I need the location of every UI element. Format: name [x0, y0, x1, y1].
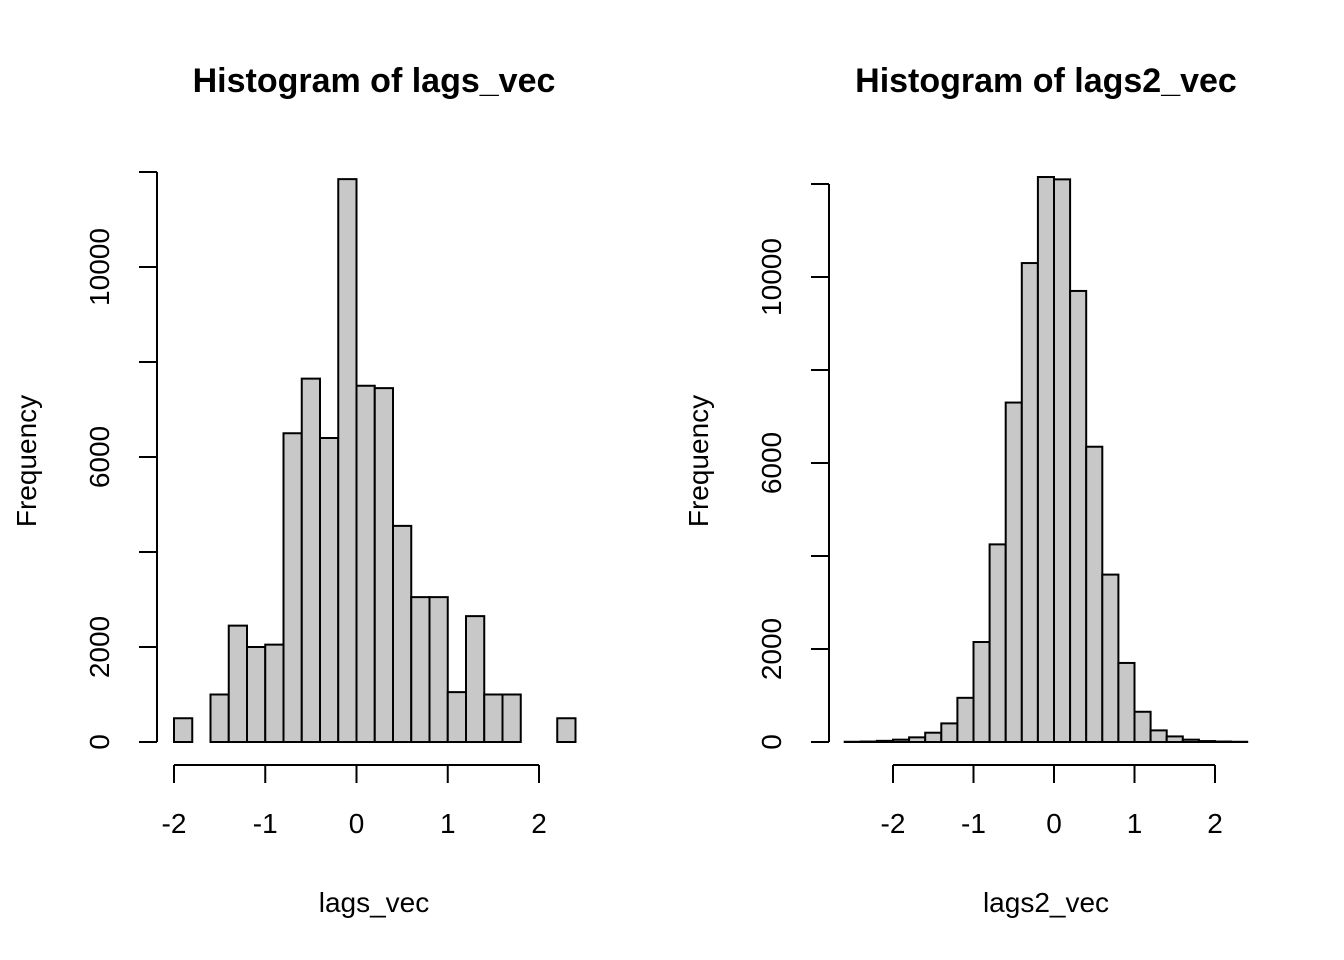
- histogram-bar: [556, 717, 577, 743]
- histogram-bar: [940, 722, 959, 744]
- histogram-panel-lags-vec: Histogram of lags_vec lags_vec Frequency…: [11, 62, 577, 918]
- x-tick-label: 1: [1127, 808, 1143, 839]
- histogram-bar: [908, 736, 927, 743]
- histogram-bar: [1020, 262, 1039, 743]
- histogram-bar: [972, 641, 991, 744]
- histogram-bar: [875, 739, 895, 744]
- histogram-bar: [173, 717, 194, 743]
- histogram-bar: [428, 596, 449, 744]
- y-tick-label: 2000: [84, 616, 115, 678]
- y-axis: 0 2000 6000 10000: [84, 171, 158, 750]
- histogram-bar: [483, 693, 504, 743]
- histogram-bar: [1085, 445, 1104, 743]
- histogram-bar: [410, 596, 431, 744]
- histogram-bar: [924, 731, 943, 744]
- histogram-bar: [956, 696, 975, 744]
- histogram-bar: [446, 691, 467, 744]
- histogram-bar: [209, 693, 230, 743]
- histogram-bar: [465, 615, 486, 744]
- x-axis: -2 -1 0 1 2: [162, 764, 547, 839]
- histogram-bar: [501, 693, 522, 743]
- histogram-bar: [355, 384, 376, 743]
- bars: [173, 178, 577, 744]
- x-tick-label: 2: [531, 808, 547, 839]
- x-axis-label: lags_vec: [319, 887, 430, 918]
- histogram-bar: [1133, 710, 1152, 744]
- histogram-bar: [1165, 735, 1184, 743]
- histogram-bar: [1197, 740, 1217, 744]
- histogram-bar: [264, 643, 285, 744]
- histogram-bar: [1117, 661, 1136, 744]
- chart-title: Histogram of lags2_vec: [855, 62, 1237, 100]
- histogram-bar: [1053, 178, 1072, 744]
- x-tick-label: -2: [881, 808, 906, 839]
- histogram-panel-lags2-vec: Histogram of lags2_vec lags2_vec Frequen…: [683, 62, 1249, 918]
- x-tick-label: 0: [1046, 808, 1062, 839]
- histogram-bar: [373, 387, 394, 744]
- x-tick-label: 0: [349, 808, 365, 839]
- histogram-bar: [227, 624, 248, 744]
- histogram-bar: [300, 377, 321, 744]
- histogram-bar: [282, 432, 303, 743]
- y-tick-label: 0: [756, 734, 787, 750]
- histogram-bar: [392, 524, 413, 744]
- histogram-bar: [988, 543, 1007, 744]
- histogram-bar: [1181, 738, 1200, 743]
- histogram-bar: [1004, 401, 1023, 743]
- histogram-bar: [319, 437, 340, 743]
- x-tick-label: -1: [961, 808, 986, 839]
- histogram-bar: [337, 178, 358, 744]
- y-tick-label: 10000: [84, 228, 115, 306]
- y-axis-label: Frequency: [11, 395, 42, 527]
- x-tick-label: -2: [162, 808, 187, 839]
- x-tick-label: 2: [1207, 808, 1223, 839]
- histogram-bar: [1036, 176, 1056, 743]
- x-tick-label: 1: [440, 808, 456, 839]
- y-axis: 0 2000 6000 10000: [756, 183, 830, 750]
- y-tick-label: 0: [84, 734, 115, 750]
- x-tick-label: -1: [253, 808, 278, 839]
- histogram-bar: [892, 738, 911, 743]
- x-axis: -2 -1 0 1 2: [881, 764, 1223, 839]
- y-tick-label: 10000: [756, 238, 787, 316]
- histogram-bar: [1101, 573, 1120, 743]
- y-tick-label: 2000: [756, 618, 787, 680]
- histogram-bar: [246, 646, 267, 743]
- histogram-bar: [1069, 289, 1088, 743]
- chart-title: Histogram of lags_vec: [193, 62, 556, 100]
- y-tick-label: 6000: [84, 426, 115, 488]
- y-axis-label: Frequency: [683, 395, 714, 527]
- bars: [843, 176, 1249, 744]
- histogram-bar: [1149, 729, 1168, 744]
- y-tick-label: 6000: [756, 432, 787, 494]
- x-axis-label: lags2_vec: [983, 887, 1109, 918]
